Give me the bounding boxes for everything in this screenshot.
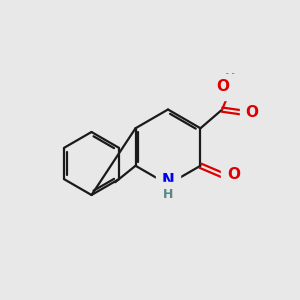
Text: O: O [216, 79, 229, 94]
Text: H: H [163, 188, 173, 201]
Text: O: O [246, 105, 259, 120]
Text: O: O [227, 167, 240, 182]
Text: H: H [224, 72, 235, 85]
Text: N: N [162, 173, 174, 188]
